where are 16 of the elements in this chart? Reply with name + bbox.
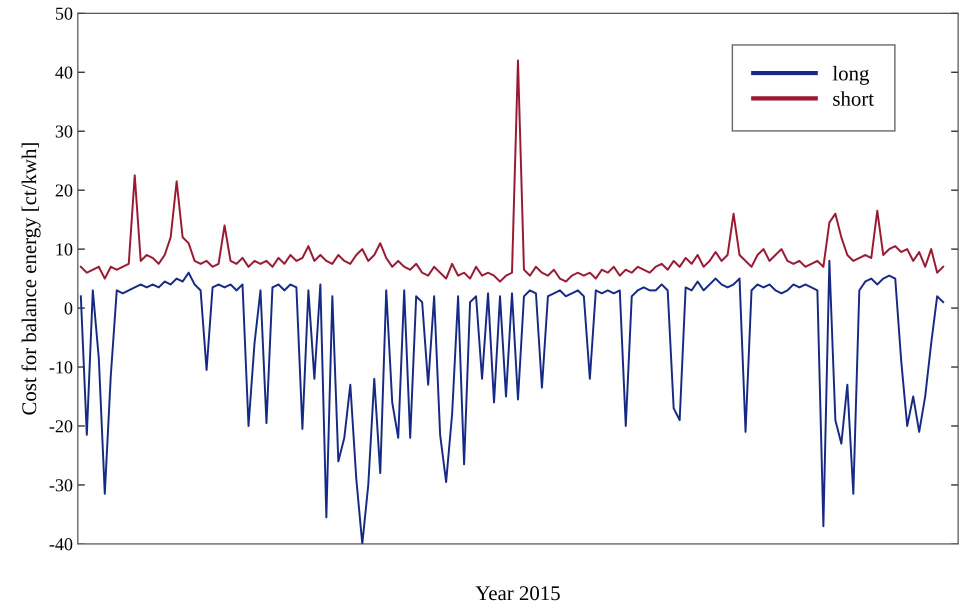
line-series xyxy=(80,59,944,283)
y-tick-label: 40 xyxy=(55,66,72,79)
y-tick-label: 0 xyxy=(64,302,72,315)
y-tick-label: -20 xyxy=(50,420,72,432)
y-tick-label: -40 xyxy=(50,538,72,550)
y-tick-label: 20 xyxy=(56,184,72,197)
legend-label: long xyxy=(832,66,870,85)
y-tick-label: -30 xyxy=(50,479,72,492)
line-series xyxy=(80,260,944,544)
x-axis-title: Year 2015 xyxy=(476,586,560,600)
y-tick-label: 50 xyxy=(56,8,72,20)
legend-label: short xyxy=(833,91,874,106)
y-axis-title: Cost for balance energy [ct/kwh] xyxy=(21,143,41,415)
y-tick-label: 10 xyxy=(56,243,72,256)
y-tick-label: -10 xyxy=(50,361,72,374)
y-tick-label: 30 xyxy=(56,125,72,138)
